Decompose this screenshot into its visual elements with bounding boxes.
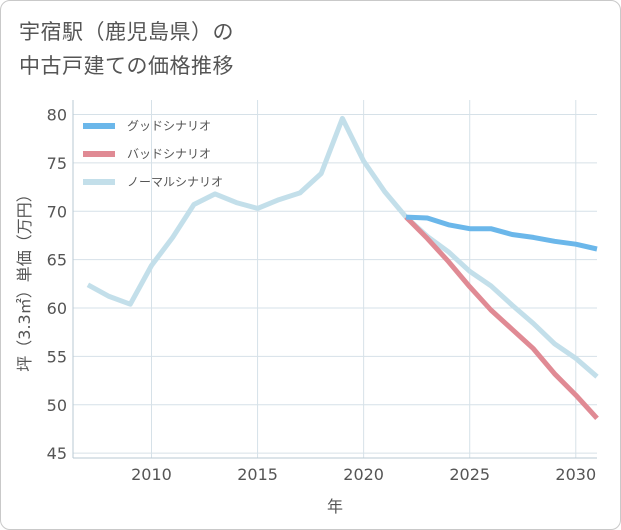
chart-title-line-1: 宇宿駅（鹿児島県）の — [19, 20, 234, 44]
legend-label: バッドシナリオ — [127, 147, 211, 161]
y-tick-labels: 45 50 55 60 65 70 75 80 — [47, 106, 67, 464]
y-tick-label: 55 — [47, 347, 67, 366]
series-line-normal — [86, 115, 599, 379]
x-tick-label: 2010 — [131, 465, 172, 484]
x-axis-label: 年 — [327, 497, 343, 516]
series-line-good — [405, 214, 598, 252]
chart-title: 宇宿駅（鹿児島県）の 中古戸建ての価格推移 — [19, 15, 234, 83]
x-tick-label: 2025 — [449, 465, 490, 484]
x-tick-label: 2020 — [343, 465, 384, 484]
series-lines — [86, 115, 599, 420]
y-tick-label: 50 — [47, 396, 67, 415]
legend-label: ノーマルシナリオ — [127, 175, 223, 189]
y-tick-label: 80 — [47, 106, 67, 125]
legend-label: グッドシナリオ — [127, 119, 211, 133]
y-tick-label: 70 — [47, 202, 67, 221]
y-tick-label: 45 — [47, 444, 67, 463]
x-tick-labels: 2010 2015 2020 2025 2030 — [131, 465, 596, 484]
chart-title-line-2: 中古戸建ての価格推移 — [19, 54, 234, 78]
y-tick-label: 75 — [47, 154, 67, 173]
y-tick-label: 60 — [47, 299, 67, 318]
grid-lines — [73, 100, 597, 458]
y-axis-label: 坪（3.3㎡）単価（万円） — [15, 186, 34, 371]
x-tick-label: 2015 — [237, 465, 278, 484]
y-tick-label: 65 — [47, 251, 67, 270]
series-line-bad — [404, 215, 599, 420]
x-tick-label: 2030 — [555, 465, 596, 484]
axes — [72, 100, 597, 459]
